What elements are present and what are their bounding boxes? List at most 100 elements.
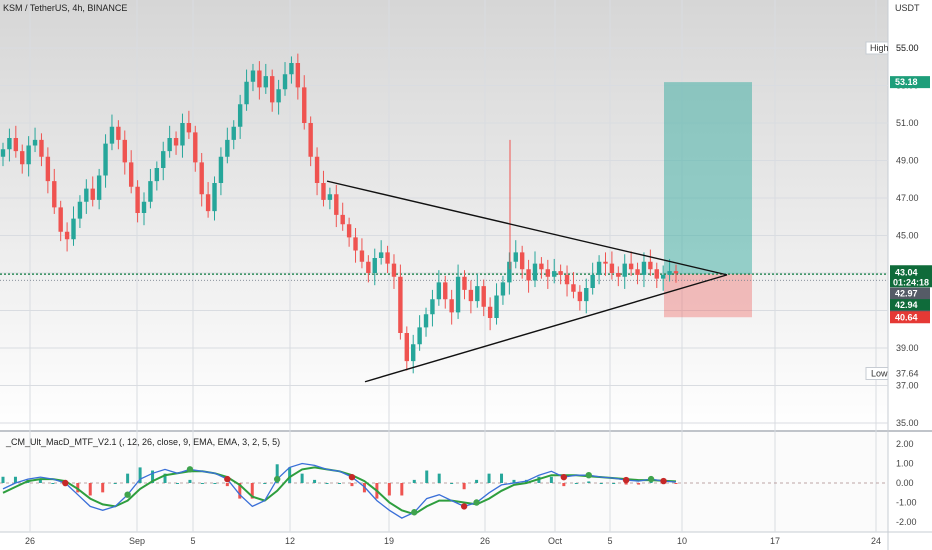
macd-axis[interactable]: 2.00 1.00 0.00 -1.00 -2.00 (896, 439, 917, 527)
macd-histogram-bar (275, 464, 279, 483)
time-tick-label: Sep (129, 536, 145, 546)
macd-tick-label: -1.00 (896, 498, 917, 508)
candle-body (417, 327, 422, 345)
candle-body (218, 156, 224, 183)
price-tick-label: 49.00 (896, 156, 919, 166)
macd-histogram-bar (387, 483, 391, 496)
macd-histogram-bar (612, 483, 616, 484)
candle-body (263, 76, 268, 88)
macd-histogram-bar (549, 476, 553, 483)
candle-body (39, 139, 44, 157)
candle-body (225, 139, 230, 157)
candle-body (205, 194, 211, 212)
level-tag-1-bg (890, 287, 930, 300)
crossover-dot (585, 472, 592, 479)
candle-body (378, 252, 384, 258)
high-value: 55.00 (896, 43, 919, 53)
crossover-dot (348, 473, 356, 481)
candle-body (308, 123, 313, 157)
candle-body (596, 261, 602, 275)
last-price: 43.04 (895, 267, 918, 277)
candle-body (270, 76, 275, 103)
candle-body (103, 143, 108, 176)
macd-histogram-bar (412, 479, 416, 483)
candle-body (468, 289, 474, 302)
candle-body (654, 269, 659, 279)
position-zones[interactable] (664, 82, 752, 318)
high-label: High (870, 43, 889, 53)
candle-body (494, 295, 499, 318)
candle-body (558, 271, 563, 275)
candle-body (391, 263, 397, 277)
triangle-pattern[interactable] (326, 180, 728, 383)
time-tick-label: 12 (285, 536, 295, 546)
candle-body (372, 258, 377, 273)
candle-body (616, 273, 621, 277)
candle-body (545, 269, 551, 277)
macd-histogram-bar (599, 483, 603, 484)
macd-pane-background (0, 432, 888, 532)
price-tick-label: 39.00 (896, 343, 919, 353)
candle-body (302, 87, 307, 123)
candle-body (340, 214, 345, 225)
candle-body (500, 282, 506, 296)
crossover-dot (647, 475, 655, 483)
candle-body (462, 276, 467, 290)
time-axis[interactable]: 26 Sep 5 12 19 26 Oct 5 10 17 24 (25, 536, 881, 546)
candle-body (116, 126, 121, 140)
time-tick-label: 26 (480, 536, 490, 546)
low-label-bg (865, 367, 889, 380)
macd-histogram-bar (76, 483, 80, 493)
macd-histogram-bar (213, 483, 217, 484)
time-tick-label: Oct (548, 536, 563, 546)
macd-histogram-bar (325, 483, 329, 484)
macd-histogram-bar (587, 481, 591, 483)
crossover-dot (62, 479, 69, 487)
macd-histogram-bar (487, 473, 491, 483)
candle-body (26, 145, 31, 165)
macd-histogram-bar (51, 483, 55, 484)
price-level-lines (0, 273, 888, 281)
macd-histogram-bar (425, 470, 429, 483)
price-tick-label: 45.00 (896, 231, 919, 241)
candle-body (276, 89, 281, 103)
candle-body (577, 291, 583, 302)
stop-tag-bg (890, 311, 930, 324)
crossover-dot (411, 509, 418, 516)
macd-tick-label: 1.00 (896, 459, 914, 469)
stop-zone (664, 274, 752, 318)
time-tick-label: 10 (677, 536, 687, 546)
candle-body (334, 194, 339, 215)
macd-histogram-bar (574, 483, 578, 484)
candle-body (423, 314, 429, 328)
candle-body (32, 139, 38, 146)
macd-histogram-bar (450, 483, 454, 484)
macd-histogram-bar (637, 483, 641, 485)
low-label: Low (871, 369, 888, 379)
candle-body (161, 151, 166, 168)
macd-histogram-bar (188, 479, 192, 483)
candle-body (199, 162, 204, 195)
time-tick-label: 5 (190, 536, 195, 546)
level-tag-2-bg (890, 299, 930, 312)
candle-body (481, 286, 486, 307)
candle-body (385, 252, 390, 264)
candle-body (180, 123, 185, 146)
countdown: 01:24:18 (893, 277, 929, 287)
candle-body (154, 168, 160, 182)
price-tick-label: 55.00 (896, 43, 919, 53)
macd-histogram-bar (624, 483, 628, 485)
candle-body (590, 274, 595, 288)
candle-body (257, 70, 262, 88)
candle-body (244, 81, 249, 105)
macd-histogram-bar (437, 473, 441, 483)
macd-histogram-bar (101, 483, 105, 493)
candle-body (71, 218, 76, 240)
macd-tick-label: -2.00 (896, 517, 917, 527)
macd-histogram-bar (500, 473, 504, 483)
time-tick-label: 26 (25, 536, 35, 546)
candle-body (411, 344, 416, 362)
target-tag-bg (890, 76, 930, 89)
